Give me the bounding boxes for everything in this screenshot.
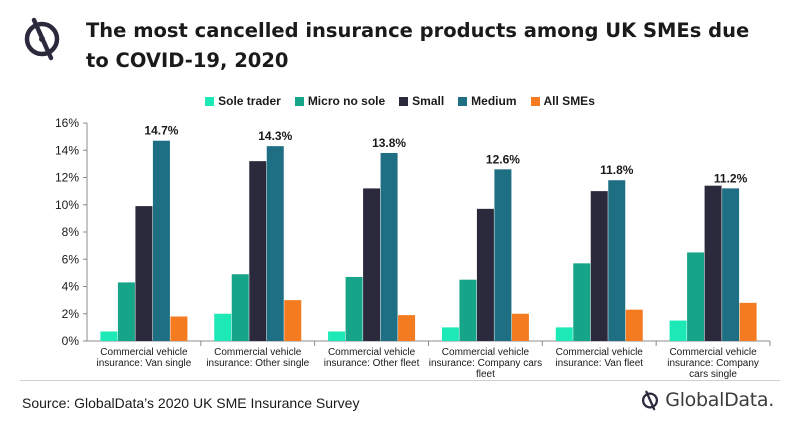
legend-item-all-smes: All SMEs — [530, 94, 595, 108]
legend-label-micro-no-sole: Micro no sole — [307, 94, 386, 108]
bar-medium — [152, 140, 170, 341]
bar-micro-no-sole — [459, 279, 477, 341]
x-category-label: Commercial vehicle — [100, 347, 188, 358]
legend-item-small: Small — [399, 94, 444, 108]
bar-micro-no-sole — [345, 276, 363, 341]
footer-divider — [20, 380, 780, 381]
legend-swatch-micro-no-sole — [294, 96, 304, 106]
bar-micro-no-sole — [573, 263, 591, 341]
legend-label-sole-trader: Sole trader — [218, 94, 281, 108]
x-category-label: cars single — [689, 369, 737, 380]
y-tick-label: 2% — [62, 307, 80, 321]
y-tick-label: 4% — [62, 280, 80, 294]
x-category-label: insurance: Van fleet — [555, 358, 643, 369]
bar-small — [249, 161, 267, 341]
bar-small — [704, 185, 722, 341]
legend-swatch-all-smes — [530, 96, 540, 106]
bar-sole-trader — [441, 327, 459, 341]
bar-micro-no-sole — [231, 274, 249, 341]
x-category-label: Commercial vehicle — [214, 347, 302, 358]
bar-small — [363, 188, 381, 341]
source-note: Source: GlobalData’s 2020 UK SME Insuran… — [22, 395, 360, 411]
legend-swatch-medium — [458, 96, 468, 106]
data-label: 14.7% — [144, 124, 178, 138]
y-tick-label: 6% — [62, 252, 80, 266]
data-label: 14.3% — [258, 129, 292, 143]
x-category-label: insurance: Company cars — [429, 358, 542, 369]
bar-sole-trader — [214, 313, 232, 341]
data-label: 11.8% — [600, 163, 634, 177]
legend-label-small: Small — [412, 94, 445, 108]
bar-small — [590, 191, 608, 341]
data-label: 13.8% — [372, 136, 406, 150]
bar-medium — [722, 188, 740, 341]
x-category-label: insurance: Other single — [206, 358, 309, 369]
y-tick-label: 10% — [55, 198, 79, 212]
bar-medium — [494, 169, 512, 341]
bar-micro-no-sole — [687, 252, 705, 341]
globaldata-logo-icon — [24, 17, 60, 61]
x-category-label: insurance: Other fleet — [324, 358, 420, 369]
x-category-label: Commercial vehicle — [669, 347, 757, 358]
bar-chart: 0% 2% 4% 6% 8% 10% 12% 14% 16% 14.7% Commercial ve… — [55, 116, 771, 380]
bar-sole-trader — [669, 320, 687, 341]
y-tick-label: 16% — [55, 116, 79, 130]
legend-swatch-sole-trader — [205, 96, 215, 106]
bar-small — [476, 208, 494, 341]
bar-all-smes — [284, 300, 302, 341]
chart-legend: Sole trader Micro no sole Small Medium A… — [0, 94, 800, 108]
bar-micro-no-sole — [117, 282, 135, 341]
y-tick-label: 0% — [62, 334, 80, 348]
legend-label-all-smes: All SMEs — [543, 94, 595, 108]
x-category-label: Commercial vehicle — [328, 347, 416, 358]
y-tick-label: 8% — [62, 225, 80, 239]
bar-medium — [380, 152, 398, 341]
legend-item-sole-trader: Sole trader — [205, 94, 281, 108]
bar-all-smes — [511, 313, 529, 341]
bar-medium — [608, 180, 626, 341]
bar-all-smes — [170, 316, 188, 341]
x-category-label: insurance: Van single — [96, 358, 191, 369]
chart-title: The most cancelled insurance products am… — [86, 19, 750, 72]
bar-sole-trader — [328, 331, 346, 341]
data-label: 12.6% — [486, 152, 520, 166]
x-category-label: insurance: Company — [667, 358, 759, 369]
bar-all-smes — [739, 302, 757, 341]
x-category-label: Commercial vehicle — [442, 347, 530, 358]
y-tick-label: 14% — [55, 143, 79, 157]
bar-all-smes — [398, 315, 416, 341]
bar-all-smes — [625, 309, 643, 341]
bar-medium — [266, 146, 284, 341]
globaldata-small-logo-icon — [642, 390, 659, 411]
bar-sole-trader — [555, 327, 573, 341]
x-category-label: fleet — [476, 369, 495, 380]
bar-sole-trader — [100, 331, 118, 341]
legend-item-medium: Medium — [458, 94, 517, 108]
bar-small — [135, 206, 153, 341]
legend-label-medium: Medium — [471, 94, 517, 108]
y-tick-label: 12% — [55, 171, 79, 185]
brand-logo: GlobalData. — [639, 389, 774, 411]
data-label: 11.2% — [714, 171, 748, 185]
legend-swatch-small — [399, 96, 409, 106]
x-category-label: Commercial vehicle — [556, 347, 644, 358]
legend-item-micro-no-sole: Micro no sole — [294, 94, 386, 108]
brand-name: GlobalData. — [665, 389, 774, 411]
